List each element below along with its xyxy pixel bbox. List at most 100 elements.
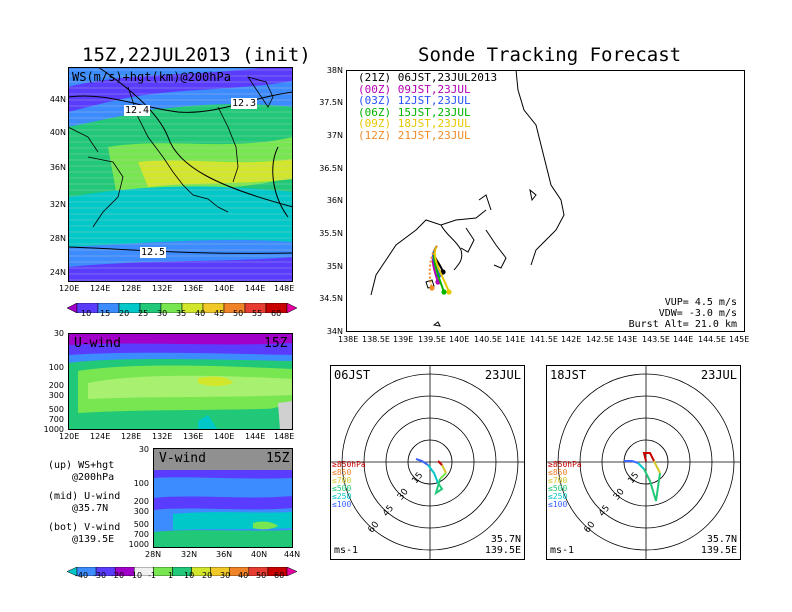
x-tick-label: 144.5E [698, 335, 726, 344]
y-tick-label: 700 [48, 415, 64, 424]
x-tick-label: 139.5E [418, 335, 446, 344]
y-tick-label: 37N [326, 131, 343, 140]
u-wind-cross-section: U-wind 15Z [68, 333, 293, 430]
launch-jst: 09JST,23JUL [397, 82, 471, 96]
y-tick-label: 40N [49, 128, 66, 137]
x-tick-label: 136E [183, 284, 204, 293]
x-tick-label: 148E [274, 432, 295, 441]
y-tick-label: 100 [48, 363, 64, 372]
legend-note-line: @200hPa [72, 472, 115, 483]
y-tick-label: 700 [133, 530, 149, 539]
hodo-trace [653, 460, 661, 474]
hodo-trace [441, 464, 447, 474]
x-tick-label: 132E [152, 432, 173, 441]
y-tick-label: 35.5N [319, 229, 343, 238]
flight-params: VUP= 4.5 m/s VDW= -3.0 m/s Burst Alt= 21… [629, 297, 737, 330]
launch-jst: 21JST,23JUL [397, 128, 471, 142]
colorbar-label: 50 [233, 309, 244, 318]
colorbar-bottom [66, 561, 298, 577]
left-title: 15Z,22JUL2013 (init) [82, 44, 311, 66]
x-tick-label: 141E [505, 335, 526, 344]
launch-utc: (06Z) [358, 105, 392, 119]
x-tick-label: 124E [90, 432, 111, 441]
x-tick-label: 140E [214, 432, 235, 441]
param-line: Burst Alt= 21.0 km [628, 319, 737, 330]
x-tick-label: 138E [338, 335, 359, 344]
y-tick-label: 36N [49, 163, 66, 172]
launch-entry: (06Z) 15JST,23JUL [358, 105, 497, 119]
hodo-trace [643, 468, 661, 502]
wind-speed-map-svg [67, 66, 294, 282]
launch-legend: (21Z) 06JST,23JUL2013 (00Z) 09JST,23JUL … [358, 72, 497, 141]
sonde-track-svg [346, 69, 745, 332]
x-tick-label: 120E [59, 432, 80, 441]
x-tick-label: 144E [673, 335, 694, 344]
x-tick-label: 40N [251, 550, 268, 559]
contour-label: 12.3 [231, 98, 258, 109]
colorbar-label: 15 [100, 309, 111, 318]
colorbar-top-svg [66, 302, 298, 314]
x-tick-label: 138.5E [362, 335, 390, 344]
y-tick-label: 24N [49, 268, 66, 277]
param-line: VDW= -3.0 m/s [658, 308, 737, 319]
v-wind-svg [153, 448, 293, 548]
launch-entry: (09Z) 18JST,23JUL [358, 118, 497, 130]
colorbar-label: -20 [111, 571, 125, 580]
launch-utc: (12Z) [358, 128, 392, 142]
y-tick-label: 300 [48, 391, 64, 400]
y-tick-label: 30 [138, 445, 149, 454]
contour-label: 12.4 [124, 105, 151, 116]
hodo-lat: 35.7N [490, 534, 521, 545]
colorbar-swatch [66, 302, 78, 314]
level-entry: ≤850 [332, 468, 352, 477]
colorbar-swatch [286, 566, 298, 577]
level-entry: ≤700 [332, 476, 352, 485]
colorbar-label: 25 [138, 309, 149, 318]
legend-note-line: @35.7N [72, 503, 109, 514]
sonde-track [433, 245, 450, 293]
x-tick-label: 128E [121, 284, 142, 293]
y-tick-label: 34N [326, 327, 343, 336]
launch-utc: (00Z) [358, 82, 392, 96]
level-entry: ≤250 [332, 492, 352, 501]
hodo-trace [415, 458, 429, 466]
v-wind-time: 15Z [266, 451, 290, 466]
hodo-lon: 139.5E [484, 545, 521, 556]
hodo-level-legend: ≥850hPa ≤850 ≤700 ≤500 ≤250 ≤100 [332, 461, 366, 509]
launch-utc: (03Z) [358, 94, 392, 107]
level-entry: ≤100 [548, 500, 568, 509]
colorbar-top [66, 298, 298, 314]
hodo-location: 35.7N 139.5E [485, 534, 521, 556]
hodo-trace [439, 472, 447, 480]
v-wind-cross-section: V-wind 15Z [153, 448, 293, 548]
x-tick-label: 136E [183, 432, 204, 441]
y-tick-label: 36N [326, 196, 343, 205]
colorbar-label: 20 [119, 309, 130, 318]
hodo-trace [624, 460, 639, 464]
y-tick-label: 300 [133, 507, 149, 516]
colorbar-label: 50 [256, 571, 267, 580]
colorbar-label: 10 [81, 309, 92, 318]
colorbar-bottom-svg [66, 566, 298, 577]
x-tick-label: 140E [449, 335, 470, 344]
x-tick-label: 120E [59, 284, 80, 293]
sonde-track [428, 245, 438, 289]
hodo-date: 23JUL [700, 368, 737, 382]
y-tick-label: 1000 [43, 425, 64, 434]
x-tick-label: 144E [245, 284, 266, 293]
level-entry: ≤500 [332, 484, 352, 493]
hodo-frame [330, 365, 525, 560]
colorbar-label: 1 [168, 571, 174, 580]
legend-note-line: (up) WS+hgt [48, 460, 115, 471]
launch-jst: 12JST,23JUL [397, 94, 471, 107]
x-tick-label: 128E [121, 432, 142, 441]
launch-utc: (21Z) [358, 71, 392, 84]
hodo-frame [546, 365, 741, 560]
launch-entry: (00Z) 09JST,23JUL [358, 82, 497, 96]
map-panel-label: WS(m/s)+hgt(km)@200hPa [72, 70, 231, 84]
launch-utc: (09Z) [358, 117, 392, 130]
hodo-level-legend: ≥850hPa ≤850 ≤700 ≤500 ≤250 ≤100 [548, 461, 582, 509]
launch-entry: (03Z) 12JST,23JUL [358, 95, 497, 107]
launch-entry: (21Z) 06JST,23JUL2013 [358, 72, 497, 84]
